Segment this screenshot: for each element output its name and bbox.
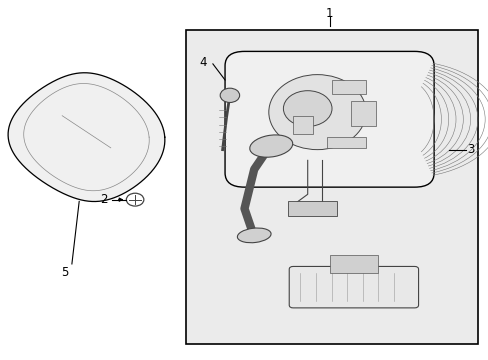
- Bar: [287, 202, 336, 216]
- Text: 4: 4: [199, 55, 206, 69]
- Text: 2: 2: [100, 193, 107, 206]
- Bar: [331, 80, 366, 94]
- Ellipse shape: [268, 75, 366, 150]
- Bar: [326, 137, 366, 148]
- Text: 5: 5: [61, 266, 68, 279]
- Bar: [329, 255, 377, 273]
- Text: 3: 3: [466, 143, 473, 156]
- FancyBboxPatch shape: [288, 266, 418, 308]
- Ellipse shape: [249, 135, 292, 157]
- Text: 1: 1: [325, 8, 333, 21]
- Bar: [292, 116, 312, 134]
- Ellipse shape: [237, 228, 270, 243]
- Circle shape: [283, 91, 331, 126]
- FancyBboxPatch shape: [186, 30, 477, 344]
- Polygon shape: [8, 73, 164, 202]
- Circle shape: [220, 88, 239, 103]
- Circle shape: [126, 193, 143, 206]
- FancyBboxPatch shape: [224, 51, 433, 187]
- Bar: [351, 102, 375, 126]
